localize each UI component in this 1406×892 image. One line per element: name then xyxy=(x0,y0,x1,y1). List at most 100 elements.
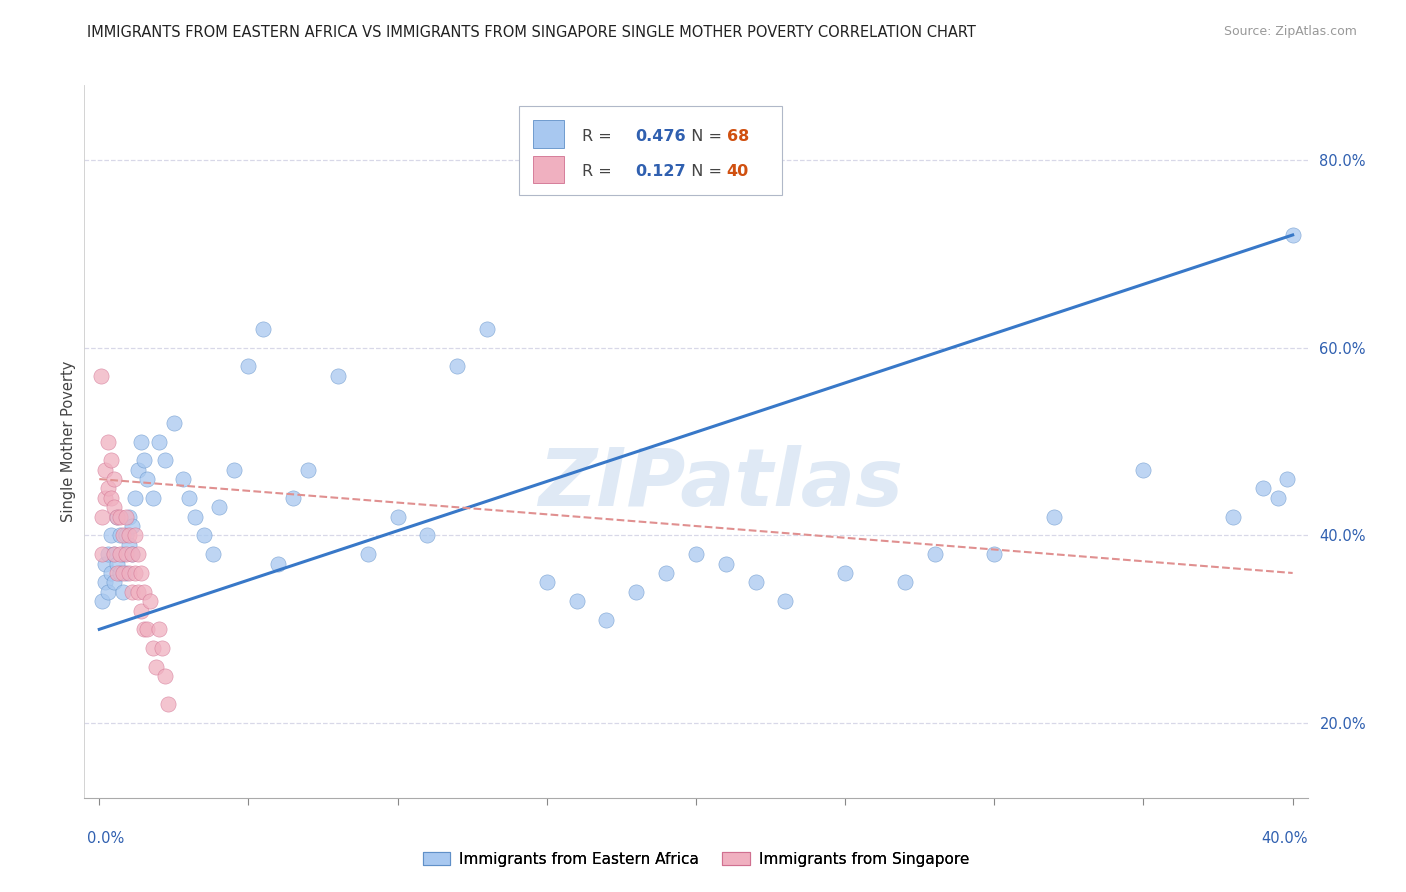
Legend: Immigrants from Eastern Africa, Immigrants from Singapore: Immigrants from Eastern Africa, Immigran… xyxy=(416,846,976,872)
Point xyxy=(103,547,125,561)
Point xyxy=(100,528,122,542)
Point xyxy=(94,463,117,477)
Point xyxy=(685,547,707,561)
Point xyxy=(115,509,138,524)
Point xyxy=(108,566,131,580)
Point xyxy=(357,547,380,561)
Point xyxy=(446,359,468,374)
Point xyxy=(193,528,215,542)
Point xyxy=(1267,491,1289,505)
Point xyxy=(97,482,120,496)
Point xyxy=(121,547,143,561)
Point xyxy=(91,547,114,561)
Point xyxy=(100,453,122,467)
Point xyxy=(112,566,135,580)
Point xyxy=(775,594,797,608)
Point xyxy=(132,623,155,637)
Point xyxy=(142,641,165,656)
Point xyxy=(129,603,152,617)
Point xyxy=(118,528,141,542)
Point xyxy=(924,547,946,561)
Point xyxy=(536,575,558,590)
Text: 0.0%: 0.0% xyxy=(87,831,124,847)
Point xyxy=(91,594,114,608)
Text: N =: N = xyxy=(682,128,727,144)
Text: 40: 40 xyxy=(727,164,749,179)
Point xyxy=(177,491,200,505)
Text: 0.127: 0.127 xyxy=(636,164,686,179)
Point xyxy=(115,528,138,542)
Point xyxy=(136,623,159,637)
Point xyxy=(201,547,224,561)
Point xyxy=(297,463,319,477)
Point xyxy=(1132,463,1154,477)
Point xyxy=(103,500,125,515)
Point xyxy=(112,584,135,599)
Point xyxy=(105,509,128,524)
Point xyxy=(94,557,117,571)
Point xyxy=(105,557,128,571)
Point xyxy=(172,472,194,486)
Point xyxy=(103,547,125,561)
Point xyxy=(744,575,766,590)
Point xyxy=(132,453,155,467)
Point xyxy=(103,472,125,486)
Point xyxy=(90,368,112,383)
Point xyxy=(252,322,274,336)
Text: Source: ZipAtlas.com: Source: ZipAtlas.com xyxy=(1223,25,1357,38)
Point xyxy=(222,463,245,477)
Point xyxy=(91,509,114,524)
Point xyxy=(112,528,135,542)
Point xyxy=(983,547,1005,561)
Point xyxy=(267,557,290,571)
Point xyxy=(834,566,856,580)
Point xyxy=(145,660,167,674)
Point xyxy=(132,584,155,599)
Point xyxy=(714,557,737,571)
FancyBboxPatch shape xyxy=(533,156,564,183)
Point xyxy=(118,566,141,580)
Point xyxy=(129,566,152,580)
Text: R =: R = xyxy=(582,128,617,144)
Point xyxy=(1251,482,1274,496)
Point xyxy=(97,584,120,599)
Point xyxy=(94,491,117,505)
Point xyxy=(121,519,143,533)
Point xyxy=(115,547,138,561)
Point xyxy=(97,434,120,449)
Y-axis label: Single Mother Poverty: Single Mother Poverty xyxy=(60,361,76,522)
Point xyxy=(124,491,146,505)
Point xyxy=(127,547,149,561)
Point xyxy=(124,566,146,580)
Point xyxy=(626,584,648,599)
Point xyxy=(150,641,173,656)
Point xyxy=(127,463,149,477)
Point xyxy=(94,575,117,590)
FancyBboxPatch shape xyxy=(519,106,782,195)
Point xyxy=(100,566,122,580)
Point xyxy=(97,547,120,561)
Point xyxy=(475,322,498,336)
Point xyxy=(100,491,122,505)
Point xyxy=(103,575,125,590)
Point xyxy=(105,566,128,580)
Point xyxy=(1275,472,1298,486)
Point xyxy=(163,416,186,430)
Point xyxy=(129,434,152,449)
Point xyxy=(139,594,162,608)
Point xyxy=(1043,509,1066,524)
Point xyxy=(115,566,138,580)
Point xyxy=(655,566,678,580)
Point xyxy=(112,547,135,561)
Point xyxy=(108,547,131,561)
Point xyxy=(127,584,149,599)
Text: 68: 68 xyxy=(727,128,749,144)
Point xyxy=(105,509,128,524)
Point xyxy=(142,491,165,505)
Text: 40.0%: 40.0% xyxy=(1261,831,1308,847)
Point xyxy=(121,584,143,599)
Point xyxy=(153,669,176,683)
Point xyxy=(894,575,917,590)
Point xyxy=(238,359,260,374)
Point xyxy=(416,528,439,542)
